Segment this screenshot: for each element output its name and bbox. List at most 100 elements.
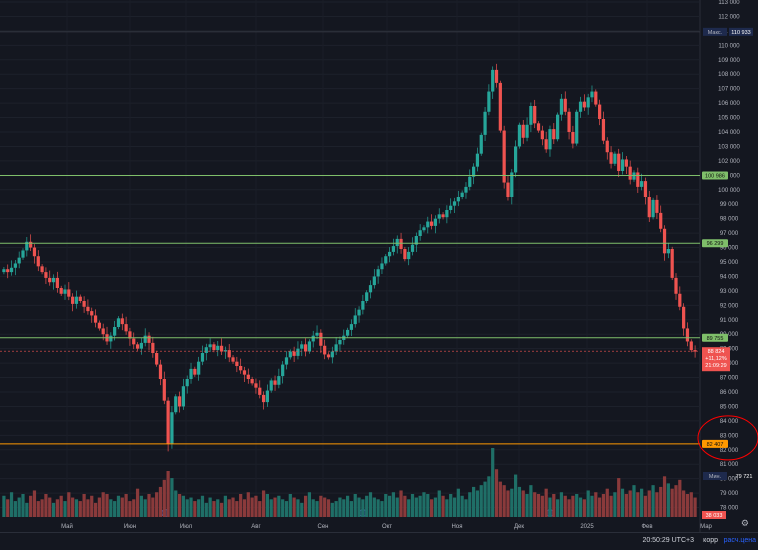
corr-toggle[interactable]: корр	[703, 537, 718, 544]
volume-bar	[510, 488, 514, 517]
candle-body	[303, 344, 308, 352]
volume-bar	[48, 497, 52, 517]
candle-body	[51, 277, 56, 283]
candle-body	[376, 269, 380, 277]
candle-body	[151, 342, 155, 353]
gear-icon[interactable]: ⚙	[740, 519, 749, 529]
volume-bar	[197, 499, 201, 517]
volume-bar	[189, 497, 193, 517]
y-tick-label: 85 000	[720, 404, 739, 410]
volume-bar	[567, 499, 571, 517]
volume-bar	[166, 471, 170, 517]
volume-bar	[609, 495, 613, 517]
y-tick-label: 92 000	[720, 303, 739, 309]
candle-body	[323, 345, 327, 355]
candle-body	[403, 249, 407, 260]
candle-body	[330, 351, 334, 358]
candle-body	[605, 140, 609, 153]
volume-bar	[319, 495, 323, 517]
volume-bar	[540, 495, 544, 517]
volume-bar	[659, 486, 663, 517]
candle-body	[67, 289, 71, 297]
volume-bar	[284, 501, 289, 517]
y-tick-label: 98 000	[720, 217, 739, 223]
volume-bar	[556, 499, 560, 517]
volume-bar	[265, 494, 270, 517]
y-tick-label: 105 000	[718, 116, 740, 122]
candle-body	[319, 332, 323, 346]
candle-body	[315, 332, 319, 336]
volume-bar	[399, 490, 403, 517]
candle-body	[139, 342, 143, 349]
candle-body	[598, 104, 602, 119]
candle-body	[277, 376, 281, 385]
volume-bar	[674, 485, 678, 517]
candle-body	[494, 69, 499, 83]
volume-bar	[101, 492, 105, 517]
volume-bar	[90, 495, 94, 517]
level-badge-label: 82 407	[707, 442, 724, 448]
candle-body	[525, 124, 529, 138]
volume-bar	[63, 501, 67, 517]
candle-body	[200, 353, 205, 362]
candle-body	[155, 353, 159, 365]
min-value-label: 79 721	[736, 474, 753, 480]
candle-body	[177, 396, 182, 407]
volume-bar	[246, 492, 250, 517]
volume-bar	[86, 499, 90, 517]
volume-bar	[433, 497, 438, 517]
level-badge-label: 100 986	[705, 174, 725, 180]
last-price-change-label: +11,12%	[705, 356, 727, 362]
candle-body	[59, 288, 63, 294]
candle-body	[189, 368, 193, 379]
candle-body	[471, 166, 476, 177]
y-tick-label: 99 000	[720, 202, 739, 208]
y-tick-label: 97 000	[720, 231, 739, 237]
volume-bar	[9, 492, 14, 517]
volume-bar	[29, 495, 33, 517]
volume-bar	[651, 485, 655, 517]
calc-price-toggle[interactable]: расч.цена	[723, 537, 756, 544]
x-tick-label: Дек	[514, 524, 524, 530]
volume-bar	[315, 501, 319, 517]
volume-bar	[71, 497, 75, 517]
volume-bar	[502, 485, 506, 517]
candle-body	[78, 296, 82, 301]
candle-body	[372, 276, 376, 286]
volume-bar	[109, 499, 113, 517]
candle-body	[147, 335, 151, 343]
candle-body	[235, 361, 239, 366]
candles	[2, 63, 697, 452]
volume-bar	[529, 485, 533, 517]
x-tick-label: 2025	[580, 524, 594, 530]
volume-bar	[655, 492, 659, 517]
volume-bar	[365, 495, 369, 517]
candle-body	[90, 311, 94, 316]
volume-bar	[67, 492, 71, 517]
volume-bar	[449, 494, 453, 517]
volume-bar	[418, 495, 422, 517]
volume-bar	[143, 499, 147, 517]
volume-bar	[662, 476, 667, 517]
candle-body	[514, 146, 518, 173]
candle-body	[456, 197, 460, 202]
candle-body	[552, 129, 556, 140]
candle-body	[265, 390, 270, 403]
candle-body	[498, 82, 502, 131]
candle-body	[521, 124, 525, 138]
candle-body	[36, 256, 40, 267]
candle-body	[418, 230, 422, 236]
volume-bar	[586, 490, 590, 517]
max-value-label: 110 933	[731, 30, 750, 36]
volume-bar	[456, 488, 460, 517]
volume-bar	[303, 495, 308, 517]
volume-bar	[300, 502, 304, 517]
volume-bar	[204, 502, 208, 517]
volume-bar	[678, 479, 682, 517]
volume-bar	[590, 495, 594, 517]
volume-bar	[498, 481, 502, 517]
volume-bar	[552, 494, 556, 517]
volume-bar	[345, 495, 350, 517]
candle-body	[433, 218, 438, 226]
